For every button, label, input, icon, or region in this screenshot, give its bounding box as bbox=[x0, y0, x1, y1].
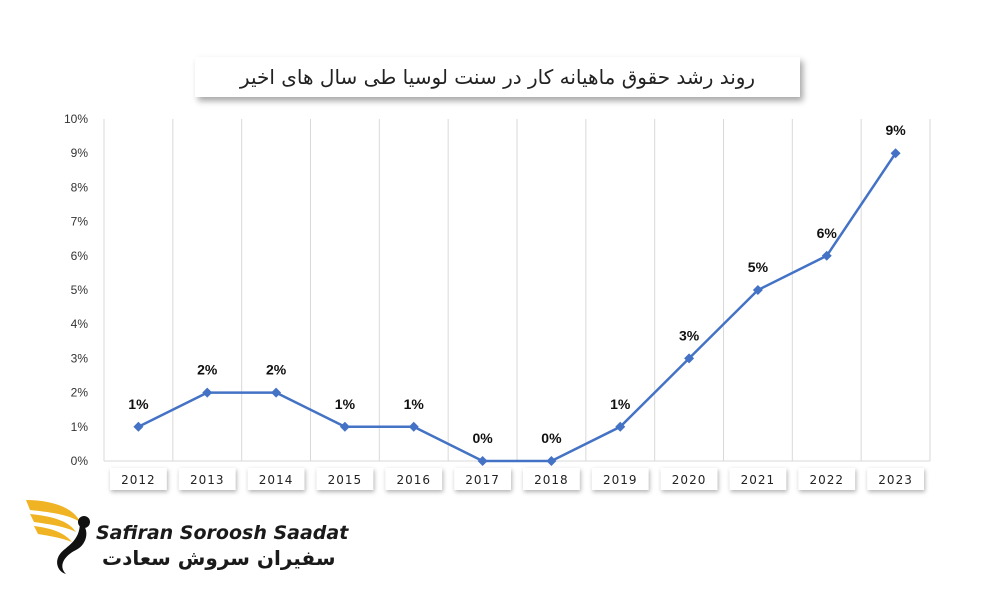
x-tick-box bbox=[660, 468, 718, 490]
data-point bbox=[615, 421, 626, 432]
x-tick-box bbox=[178, 468, 236, 490]
data-labels: 1% 2% 2% 1% 1% 0% 0% 1% 3% 5% 6% 9% bbox=[128, 122, 906, 446]
x-tick-box bbox=[247, 468, 305, 490]
y-tick-label: 9% bbox=[71, 146, 89, 160]
y-tick-label: 0% bbox=[71, 454, 89, 468]
data-label: 3% bbox=[679, 327, 700, 343]
x-tick-label: 2012 bbox=[121, 473, 156, 487]
data-point bbox=[202, 387, 213, 398]
y-tick-label: 1% bbox=[71, 420, 89, 434]
x-tick-label: 2020 bbox=[672, 473, 707, 487]
data-point bbox=[133, 421, 144, 432]
y-tick-label: 3% bbox=[71, 351, 89, 365]
data-point bbox=[339, 421, 350, 432]
y-tick-label: 4% bbox=[71, 317, 89, 331]
data-point bbox=[752, 285, 763, 295]
data-label: 6% bbox=[817, 225, 838, 241]
x-tick-label: 2022 bbox=[809, 473, 844, 487]
x-tick-label: 2015 bbox=[328, 473, 363, 487]
x-tick-box bbox=[454, 468, 511, 490]
x-tick-label: 2014 bbox=[259, 473, 294, 487]
y-axis-ticks: 0% 1% 2% 3% 4% 5% 6% 7% 8% 9% 10% bbox=[64, 112, 88, 468]
x-tick-box bbox=[316, 468, 374, 490]
data-point bbox=[890, 148, 901, 159]
brand-name-en: Safiran Soroosh Saadat bbox=[96, 522, 349, 544]
series-line-layer bbox=[137, 152, 897, 463]
x-tick-label: 2021 bbox=[741, 473, 776, 487]
y-tick-label: 8% bbox=[71, 180, 89, 194]
data-label: 2% bbox=[266, 362, 287, 378]
data-label: 9% bbox=[885, 122, 906, 138]
data-label: 1% bbox=[404, 396, 425, 412]
data-point bbox=[821, 250, 832, 261]
data-point bbox=[546, 456, 557, 466]
y-tick-label: 7% bbox=[71, 215, 89, 229]
chart-title: روند رشد حقوق ماهیانه کار در سنت لوسیا ط… bbox=[195, 57, 800, 97]
y-tick-label: 2% bbox=[71, 386, 89, 400]
x-tick-box bbox=[798, 468, 856, 490]
x-tick-label: 2017 bbox=[465, 473, 500, 487]
data-label: 1% bbox=[610, 396, 631, 412]
data-label: 0% bbox=[541, 430, 562, 446]
x-tick-box bbox=[591, 468, 649, 490]
data-label: 5% bbox=[748, 259, 769, 275]
data-point bbox=[684, 353, 695, 364]
x-tick-label: 2019 bbox=[603, 473, 638, 487]
x-tick-box bbox=[385, 468, 443, 490]
x-tick-label: 2016 bbox=[396, 473, 431, 487]
x-axis: 2012 2013 2014 2015 2016 2017 2018 2019 2020 2021… bbox=[104, 460, 930, 490]
x-tick-box bbox=[867, 468, 924, 490]
x-tick-label: 2013 bbox=[190, 473, 225, 487]
data-label: 0% bbox=[472, 430, 493, 446]
x-tick-box bbox=[729, 468, 787, 490]
y-tick-label: 6% bbox=[71, 249, 89, 263]
brand-name-fa: سفیران سروش سعادت bbox=[102, 546, 336, 570]
x-tick-box bbox=[110, 468, 167, 490]
data-points bbox=[133, 148, 901, 466]
data-point bbox=[408, 421, 419, 432]
brand-logo: Safiran Soroosh Saadat سفیران سروش سعادت bbox=[18, 492, 348, 592]
data-point bbox=[477, 456, 488, 466]
data-label: 1% bbox=[128, 396, 149, 412]
series-line bbox=[137, 152, 897, 463]
data-point bbox=[271, 387, 282, 398]
y-tick-label: 5% bbox=[71, 283, 89, 297]
x-tick-box bbox=[523, 468, 580, 490]
data-label: 1% bbox=[335, 396, 356, 412]
x-tick-label: 2018 bbox=[534, 473, 569, 487]
wing-logo-icon bbox=[26, 500, 90, 574]
x-tick-label: 2023 bbox=[878, 473, 913, 487]
y-tick-label: 10% bbox=[64, 112, 88, 126]
data-label: 2% bbox=[197, 362, 218, 378]
grid-lines bbox=[103, 119, 931, 461]
